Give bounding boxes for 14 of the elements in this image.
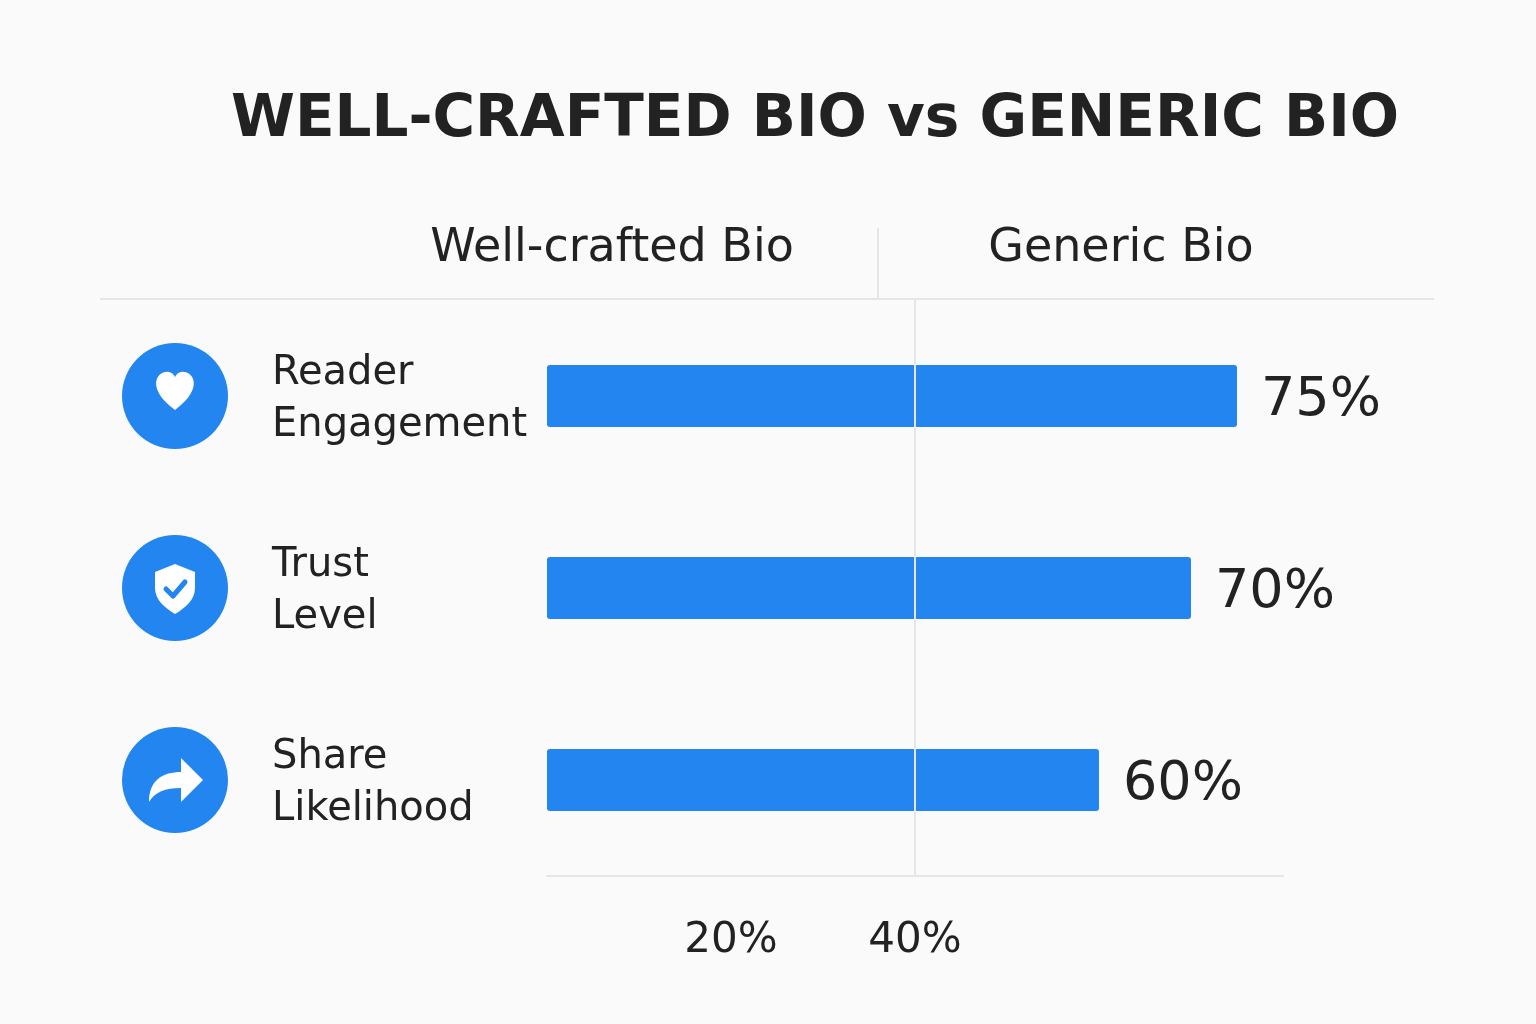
data-label: 70%: [1215, 556, 1336, 620]
y-tick-label: Trust Level: [271, 539, 378, 637]
bar: [547, 365, 1237, 427]
bar: [547, 557, 1191, 619]
y-tick-label: Reader Engagement: [272, 347, 528, 445]
x-tick-label: 20%: [684, 912, 778, 962]
text: Well-crafted Bio: [430, 218, 794, 272]
chart-title: WELL-CRAFTED BIO vs GENERIC BIO: [230, 82, 1400, 150]
data-label: 60%: [1123, 748, 1244, 812]
y-tick-label: Share Likelihood: [272, 731, 474, 829]
data-label: 75%: [1261, 364, 1382, 428]
bar: [547, 749, 1099, 811]
x-tick-label: 40%: [868, 912, 962, 962]
text: Generic Bio: [988, 218, 1254, 272]
